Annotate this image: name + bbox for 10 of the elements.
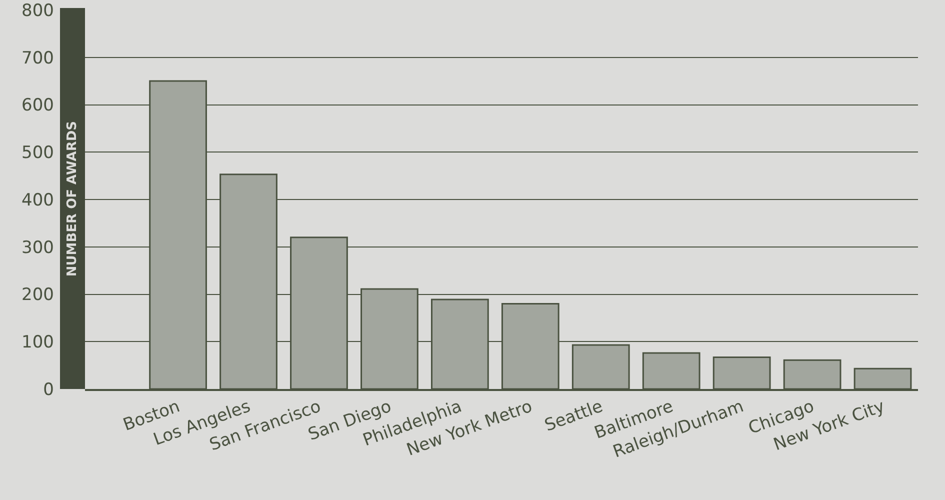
y-tick-label: 0	[43, 380, 54, 400]
y-tick-label: 200	[22, 285, 54, 306]
y-tick-label: 500	[22, 143, 54, 164]
y-tick-label: 600	[22, 96, 54, 116]
y-tick-label: 300	[22, 238, 54, 258]
y-tick-label: 700	[22, 48, 54, 68]
y-tick-label: 400	[22, 190, 54, 210]
y-tick-label: 100	[22, 332, 54, 353]
y-axis-title: NUMBER OF AWARDS	[65, 120, 80, 276]
y-tick-label: 800	[22, 0, 54, 21]
